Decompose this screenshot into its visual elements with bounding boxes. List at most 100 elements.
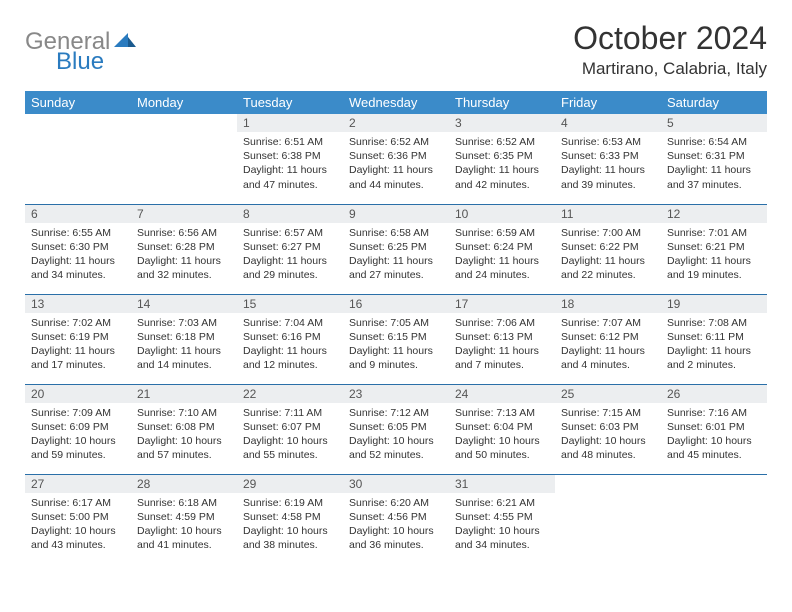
- day-content: Sunrise: 7:16 AMSunset: 6:01 PMDaylight:…: [661, 403, 767, 469]
- day-content: Sunrise: 7:13 AMSunset: 6:04 PMDaylight:…: [449, 403, 555, 469]
- calendar-day-cell: 28 Sunrise: 6:18 AMSunset: 4:59 PMDayligh…: [131, 474, 237, 564]
- daylight-text: Daylight: 11 hours and 22 minutes.: [561, 254, 655, 282]
- day-number: 15: [237, 295, 343, 313]
- sunrise-text: Sunrise: 7:00 AM: [561, 226, 655, 240]
- sunrise-text: Sunrise: 6:20 AM: [349, 496, 443, 510]
- day-number: 27: [25, 475, 131, 493]
- sunrise-text: Sunrise: 6:17 AM: [31, 496, 125, 510]
- day-number: 16: [343, 295, 449, 313]
- sunset-text: Sunset: 6:07 PM: [243, 420, 337, 434]
- calendar-day-cell: 11Sunrise: 7:00 AMSunset: 6:22 PMDayligh…: [555, 204, 661, 294]
- weekday-header-row: SundayMondayTuesdayWednesdayThursdayFrid…: [25, 91, 767, 114]
- sunset-text: Sunset: 6:04 PM: [455, 420, 549, 434]
- day-content: Sunrise: 6:17 AMSunset: 5:00 PMDaylight:…: [25, 493, 131, 559]
- calendar-day-cell: 15Sunrise: 7:04 AMSunset: 6:16 PMDayligh…: [237, 294, 343, 384]
- calendar-day-cell: 10Sunrise: 6:59 AMSunset: 6:24 PMDayligh…: [449, 204, 555, 294]
- sunrise-text: Sunrise: 6:21 AM: [455, 496, 549, 510]
- sunset-text: Sunset: 6:36 PM: [349, 149, 443, 163]
- calendar-day-cell: 29Sunrise: 6:19 AMSunset: 4:58 PMDayligh…: [237, 474, 343, 564]
- daylight-text: Daylight: 11 hours and 12 minutes.: [243, 344, 337, 372]
- daylight-text: Daylight: 11 hours and 19 minutes.: [667, 254, 761, 282]
- day-number: 10: [449, 205, 555, 223]
- day-content: Sunrise: 7:11 AMSunset: 6:07 PMDaylight:…: [237, 403, 343, 469]
- sunset-text: Sunset: 4:59 PM: [137, 510, 231, 524]
- sunset-text: Sunset: 6:33 PM: [561, 149, 655, 163]
- weekday-header: Wednesday: [343, 91, 449, 114]
- sunset-text: Sunset: 6:16 PM: [243, 330, 337, 344]
- sunrise-text: Sunrise: 6:58 AM: [349, 226, 443, 240]
- daylight-text: Daylight: 11 hours and 2 minutes.: [667, 344, 761, 372]
- day-number: 21: [131, 385, 237, 403]
- month-title: October 2024: [573, 20, 767, 57]
- sunrise-text: Sunrise: 6:53 AM: [561, 135, 655, 149]
- day-number: 12: [661, 205, 767, 223]
- sunrise-text: Sunrise: 6:52 AM: [455, 135, 549, 149]
- calendar-table: SundayMondayTuesdayWednesdayThursdayFrid…: [25, 91, 767, 564]
- calendar-day-cell: 18Sunrise: 7:07 AMSunset: 6:12 PMDayligh…: [555, 294, 661, 384]
- day-number: 17: [449, 295, 555, 313]
- sunrise-text: Sunrise: 6:51 AM: [243, 135, 337, 149]
- sunset-text: Sunset: 6:09 PM: [31, 420, 125, 434]
- sunrise-text: Sunrise: 6:18 AM: [137, 496, 231, 510]
- calendar-week-row: 6Sunrise: 6:55 AMSunset: 6:30 PMDaylight…: [25, 204, 767, 294]
- sunrise-text: Sunrise: 6:54 AM: [667, 135, 761, 149]
- sunrise-text: Sunrise: 6:56 AM: [137, 226, 231, 240]
- logo-text-blue: Blue: [56, 48, 104, 76]
- daylight-text: Daylight: 10 hours and 57 minutes.: [137, 434, 231, 462]
- sunset-text: Sunset: 6:08 PM: [137, 420, 231, 434]
- sunset-text: Sunset: 4:58 PM: [243, 510, 337, 524]
- sunrise-text: Sunrise: 7:05 AM: [349, 316, 443, 330]
- sunset-text: Sunset: 6:03 PM: [561, 420, 655, 434]
- sunrise-text: Sunrise: 7:09 AM: [31, 406, 125, 420]
- calendar-week-row: 20Sunrise: 7:09 AMSunset: 6:09 PMDayligh…: [25, 384, 767, 474]
- daylight-text: Daylight: 11 hours and 27 minutes.: [349, 254, 443, 282]
- daylight-text: Daylight: 10 hours and 59 minutes.: [31, 434, 125, 462]
- calendar-day-cell: 13Sunrise: 7:02 AMSunset: 6:19 PMDayligh…: [25, 294, 131, 384]
- day-number: 5: [661, 114, 767, 132]
- day-number: 20: [25, 385, 131, 403]
- calendar-day-cell: 2Sunrise: 6:52 AMSunset: 6:36 PMDaylight…: [343, 114, 449, 204]
- day-number: 18: [555, 295, 661, 313]
- day-content: Sunrise: 6:54 AMSunset: 6:31 PMDaylight:…: [661, 132, 767, 198]
- sunset-text: Sunset: 6:35 PM: [455, 149, 549, 163]
- day-content: Sunrise: 6:52 AMSunset: 6:36 PMDaylight:…: [343, 132, 449, 198]
- weekday-header: Saturday: [661, 91, 767, 114]
- calendar-day-cell: 27Sunrise: 6:17 AMSunset: 5:00 PMDayligh…: [25, 474, 131, 564]
- calendar-empty-cell: [661, 474, 767, 564]
- day-number: 28: [131, 475, 237, 493]
- calendar-day-cell: 3Sunrise: 6:52 AMSunset: 6:35 PMDaylight…: [449, 114, 555, 204]
- calendar-day-cell: 6Sunrise: 6:55 AMSunset: 6:30 PMDaylight…: [25, 204, 131, 294]
- day-content: Sunrise: 7:09 AMSunset: 6:09 PMDaylight:…: [25, 403, 131, 469]
- title-block: October 2024 Martirano, Calabria, Italy: [573, 20, 767, 79]
- daylight-text: Daylight: 11 hours and 24 minutes.: [455, 254, 549, 282]
- daylight-text: Daylight: 11 hours and 14 minutes.: [137, 344, 231, 372]
- weekday-header: Thursday: [449, 91, 555, 114]
- day-number: 11: [555, 205, 661, 223]
- daylight-text: Daylight: 11 hours and 44 minutes.: [349, 163, 443, 191]
- day-number: 30: [343, 475, 449, 493]
- calendar-day-cell: 25Sunrise: 7:15 AMSunset: 6:03 PMDayligh…: [555, 384, 661, 474]
- logo: General Blue: [25, 28, 136, 56]
- daylight-text: Daylight: 10 hours and 52 minutes.: [349, 434, 443, 462]
- logo-triangle-icon: [114, 31, 136, 54]
- daylight-text: Daylight: 10 hours and 41 minutes.: [137, 524, 231, 552]
- daylight-text: Daylight: 11 hours and 7 minutes.: [455, 344, 549, 372]
- sunset-text: Sunset: 6:28 PM: [137, 240, 231, 254]
- day-number: 9: [343, 205, 449, 223]
- calendar-week-row: 1Sunrise: 6:51 AMSunset: 6:38 PMDaylight…: [25, 114, 767, 204]
- calendar-day-cell: 24Sunrise: 7:13 AMSunset: 6:04 PMDayligh…: [449, 384, 555, 474]
- sunrise-text: Sunrise: 7:07 AM: [561, 316, 655, 330]
- sunset-text: Sunset: 6:38 PM: [243, 149, 337, 163]
- calendar-day-cell: 12Sunrise: 7:01 AMSunset: 6:21 PMDayligh…: [661, 204, 767, 294]
- day-content: Sunrise: 6:53 AMSunset: 6:33 PMDaylight:…: [555, 132, 661, 198]
- day-number: 24: [449, 385, 555, 403]
- location: Martirano, Calabria, Italy: [573, 59, 767, 79]
- day-content: Sunrise: 6:59 AMSunset: 6:24 PMDaylight:…: [449, 223, 555, 289]
- sunset-text: Sunset: 5:00 PM: [31, 510, 125, 524]
- day-number: 7: [131, 205, 237, 223]
- day-content: Sunrise: 6:55 AMSunset: 6:30 PMDaylight:…: [25, 223, 131, 289]
- day-content: Sunrise: 7:00 AMSunset: 6:22 PMDaylight:…: [555, 223, 661, 289]
- day-content: Sunrise: 6:58 AMSunset: 6:25 PMDaylight:…: [343, 223, 449, 289]
- calendar-empty-cell: [131, 114, 237, 204]
- day-content: Sunrise: 7:07 AMSunset: 6:12 PMDaylight:…: [555, 313, 661, 379]
